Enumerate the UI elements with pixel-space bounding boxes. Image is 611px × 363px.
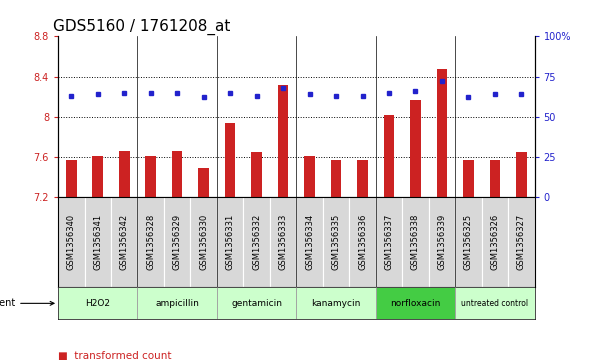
Bar: [225, 123, 235, 197]
Bar: [349, 197, 376, 287]
Bar: [296, 287, 376, 319]
Bar: [58, 287, 137, 319]
Text: GSM1356338: GSM1356338: [411, 214, 420, 270]
Bar: [296, 197, 323, 287]
Text: GSM1356332: GSM1356332: [252, 214, 261, 270]
Text: GSM1356336: GSM1356336: [358, 214, 367, 270]
Bar: [384, 115, 394, 197]
Bar: [137, 197, 164, 287]
Bar: [323, 197, 349, 287]
Text: GSM1356337: GSM1356337: [384, 214, 393, 270]
Text: ampicillin: ampicillin: [155, 299, 199, 308]
Bar: [84, 197, 111, 287]
Text: GSM1356329: GSM1356329: [173, 214, 181, 270]
Text: GSM1356331: GSM1356331: [225, 214, 235, 270]
Text: GSM1356330: GSM1356330: [199, 214, 208, 270]
Bar: [145, 156, 156, 197]
Text: GSM1356325: GSM1356325: [464, 214, 473, 270]
Bar: [357, 160, 368, 197]
Bar: [489, 160, 500, 197]
Bar: [455, 287, 535, 319]
Bar: [92, 156, 103, 197]
Bar: [429, 197, 455, 287]
Text: H2O2: H2O2: [86, 299, 110, 308]
Text: GSM1356333: GSM1356333: [279, 214, 288, 270]
Text: GSM1356340: GSM1356340: [67, 214, 76, 270]
Bar: [66, 160, 76, 197]
Bar: [111, 197, 137, 287]
Bar: [516, 152, 527, 197]
Bar: [304, 156, 315, 197]
Bar: [243, 197, 270, 287]
Bar: [172, 151, 183, 197]
Text: GSM1356327: GSM1356327: [517, 214, 526, 270]
Bar: [199, 168, 209, 197]
Text: agent: agent: [0, 298, 54, 308]
Bar: [58, 197, 84, 287]
Text: GSM1356341: GSM1356341: [93, 214, 102, 270]
Bar: [463, 160, 474, 197]
Text: GSM1356335: GSM1356335: [332, 214, 340, 270]
Text: untreated control: untreated control: [461, 299, 529, 308]
Text: GSM1356339: GSM1356339: [437, 214, 447, 270]
Bar: [164, 197, 191, 287]
Bar: [217, 197, 243, 287]
Bar: [251, 152, 262, 197]
Bar: [376, 197, 402, 287]
Bar: [191, 197, 217, 287]
Text: GSM1356326: GSM1356326: [491, 214, 499, 270]
Bar: [437, 69, 447, 197]
Text: GSM1356334: GSM1356334: [305, 214, 314, 270]
Text: GSM1356328: GSM1356328: [146, 214, 155, 270]
Bar: [119, 151, 130, 197]
Text: kanamycin: kanamycin: [312, 299, 360, 308]
Bar: [481, 197, 508, 287]
Bar: [137, 287, 217, 319]
Bar: [376, 287, 455, 319]
Text: norfloxacin: norfloxacin: [390, 299, 441, 308]
Text: GSM1356342: GSM1356342: [120, 214, 129, 270]
Bar: [410, 100, 421, 197]
Bar: [455, 197, 481, 287]
Text: gentamicin: gentamicin: [231, 299, 282, 308]
Bar: [402, 197, 429, 287]
Bar: [278, 85, 288, 197]
Bar: [331, 160, 342, 197]
Text: ■  transformed count: ■ transformed count: [58, 351, 172, 361]
Bar: [270, 197, 296, 287]
Text: GDS5160 / 1761208_at: GDS5160 / 1761208_at: [53, 19, 231, 35]
Bar: [508, 197, 535, 287]
Bar: [217, 287, 296, 319]
